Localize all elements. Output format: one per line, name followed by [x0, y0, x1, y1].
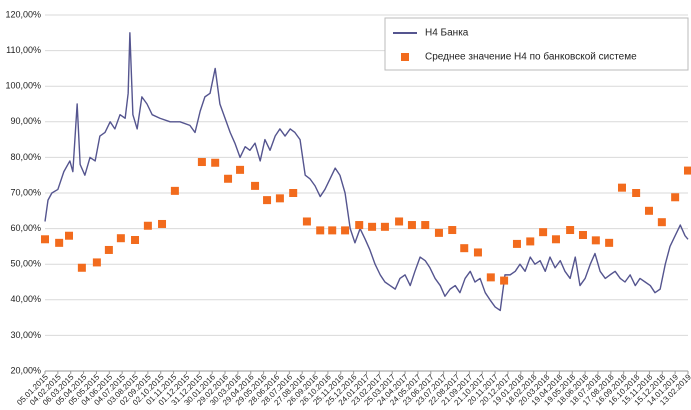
marker	[158, 219, 167, 228]
legend-label: Среднее значение Н4 по банковской систем…	[425, 51, 637, 63]
marker	[551, 235, 560, 244]
marker	[368, 222, 377, 231]
marker	[617, 183, 626, 192]
y-tick-label: 70,00%	[10, 187, 41, 197]
marker	[143, 221, 152, 230]
marker	[578, 231, 587, 240]
marker	[316, 226, 325, 235]
y-tick-label: 60,00%	[10, 223, 41, 233]
y-tick-label: 20,00%	[10, 365, 41, 375]
marker	[632, 189, 641, 197]
marker	[684, 166, 691, 175]
marker	[355, 221, 364, 230]
marker	[500, 276, 509, 285]
marker	[328, 226, 337, 235]
marker	[671, 193, 680, 202]
marker	[170, 186, 179, 195]
marker	[341, 226, 350, 235]
marker	[251, 181, 260, 190]
marker	[526, 237, 535, 246]
y-tick-label: 120,00%	[5, 9, 41, 19]
marker	[116, 234, 125, 243]
marker	[131, 235, 140, 244]
marker	[395, 217, 404, 226]
marker	[41, 235, 49, 244]
marker	[448, 226, 457, 235]
legend-label: Н4 Банка	[425, 28, 469, 39]
marker	[539, 228, 548, 237]
marker	[197, 158, 206, 167]
y-tick-label: 100,00%	[5, 81, 41, 91]
line	[44, 32, 689, 312]
marker	[224, 174, 233, 183]
marker	[605, 238, 614, 247]
marker	[65, 231, 74, 240]
marker	[566, 226, 575, 235]
marker	[236, 165, 245, 174]
y-tick-label: 90,00%	[10, 116, 41, 126]
legend-swatch	[401, 53, 409, 61]
legend-box	[384, 17, 689, 71]
marker	[211, 158, 220, 167]
marker	[275, 194, 284, 203]
marker	[657, 218, 666, 227]
marker	[421, 221, 430, 230]
marker	[104, 245, 113, 254]
marker	[407, 221, 416, 230]
y-tick-label: 110,00%	[6, 45, 41, 55]
marker	[512, 239, 521, 248]
marker	[644, 206, 653, 215]
marker	[434, 228, 443, 237]
y-tick-label: 50,00%	[10, 259, 41, 269]
marker	[591, 236, 600, 245]
marker	[263, 196, 272, 205]
y-tick-label: 40,00%	[10, 294, 41, 304]
marker	[92, 258, 101, 267]
marker	[380, 222, 389, 231]
marker	[289, 189, 298, 197]
marker	[460, 244, 469, 253]
y-tick-label: 80,00%	[10, 152, 41, 162]
marker	[486, 273, 495, 282]
marker	[473, 248, 482, 257]
marker	[55, 238, 64, 247]
y-tick-label: 30,00%	[10, 330, 41, 340]
marker	[77, 263, 86, 272]
marker	[302, 217, 311, 226]
